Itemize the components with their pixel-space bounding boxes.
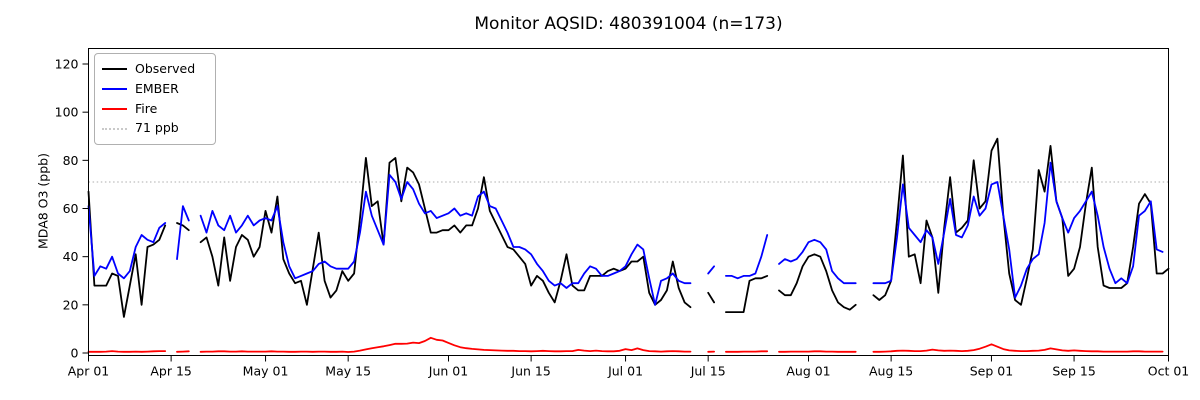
legend: Observed EMBER Fire 71 ppb bbox=[94, 53, 216, 145]
legend-line-sample bbox=[102, 88, 127, 91]
legend-line-sample bbox=[102, 107, 127, 110]
y-tick-label: 100 bbox=[55, 105, 79, 120]
x-tick-label: May 15 bbox=[325, 364, 371, 379]
x-tick-label: Apr 01 bbox=[68, 364, 110, 379]
x-tick-label: Apr 15 bbox=[150, 364, 192, 379]
x-tick-label: Oct 01 bbox=[1148, 364, 1190, 379]
legend-item-71-ppb: 71 ppb bbox=[102, 122, 208, 135]
legend-line-sample bbox=[102, 68, 127, 71]
legend-item-label: 71 ppb bbox=[135, 120, 179, 136]
x-tick-label: Aug 15 bbox=[869, 364, 913, 379]
x-tick-label: May 01 bbox=[243, 364, 289, 379]
series-fire-line bbox=[87, 336, 1164, 353]
chart-title: Monitor AQSID: 480391004 (n=173) bbox=[474, 14, 783, 34]
y-tick-label: 40 bbox=[63, 249, 79, 264]
x-tick-label: Jun 15 bbox=[510, 364, 550, 379]
legend-item-label: EMBER bbox=[135, 80, 179, 96]
legend-line-sample bbox=[102, 127, 127, 130]
x-tick-label: Jul 01 bbox=[607, 364, 643, 379]
series-observed-line bbox=[87, 137, 1170, 318]
y-tick-label: 60 bbox=[63, 201, 79, 216]
x-tick-label: Sep 15 bbox=[1052, 364, 1095, 379]
legend-item-fire: Fire bbox=[102, 100, 208, 116]
y-tick-label: 120 bbox=[55, 57, 79, 72]
y-axis-label: MDA8 O3 (ppb) bbox=[35, 153, 51, 249]
plot-frame bbox=[88, 48, 1169, 356]
y-tick-label: 80 bbox=[63, 153, 79, 168]
legend-item-ember: EMBER bbox=[102, 80, 208, 96]
legend-item-label: Observed bbox=[135, 61, 196, 77]
x-tick-label: Jul 15 bbox=[690, 364, 726, 379]
legend-item-observed: Observed bbox=[102, 63, 208, 76]
y-tick-label: 20 bbox=[63, 297, 79, 312]
legend-item-label: Fire bbox=[135, 100, 158, 116]
y-tick-label: 0 bbox=[71, 346, 79, 361]
x-tick-label: Sep 01 bbox=[970, 364, 1013, 379]
x-tick-label: Aug 01 bbox=[786, 364, 830, 379]
x-tick-label: Jun 01 bbox=[428, 364, 468, 379]
series-ember-line bbox=[87, 161, 1164, 306]
